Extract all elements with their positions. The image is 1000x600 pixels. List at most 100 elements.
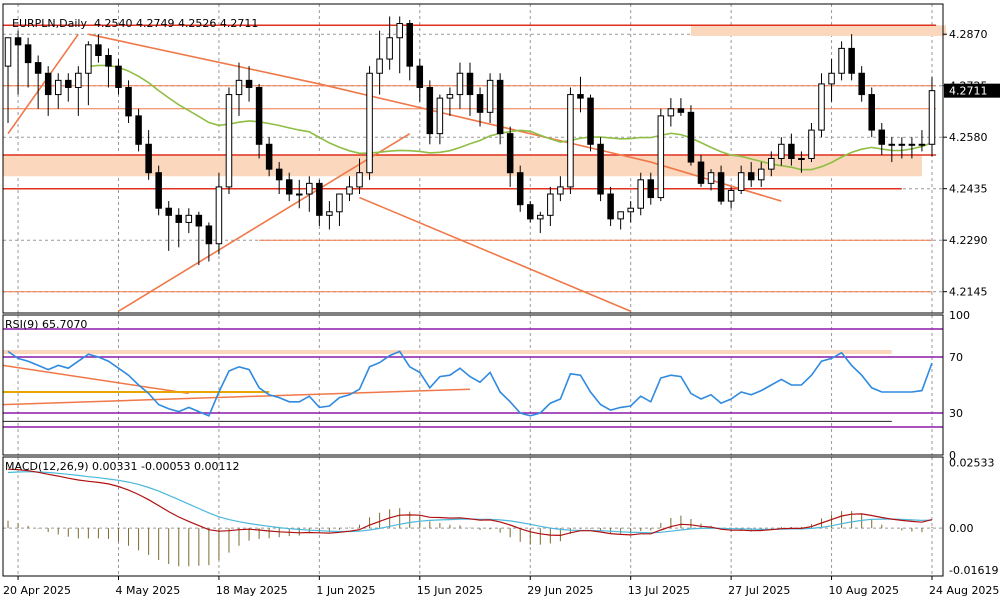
rsi-line[interactable] (7, 350, 933, 417)
candle[interactable] (326, 201, 333, 230)
candle[interactable] (316, 179, 323, 226)
candle[interactable] (607, 186, 614, 226)
candle[interactable] (195, 211, 203, 266)
candle[interactable] (577, 76, 584, 113)
candle[interactable] (275, 162, 283, 195)
candle[interactable] (416, 59, 424, 102)
candle[interactable] (828, 59, 835, 102)
candle[interactable] (747, 162, 755, 187)
candle-body (195, 214, 203, 227)
candle[interactable] (376, 30, 383, 95)
candle[interactable] (757, 162, 765, 187)
candle[interactable] (44, 66, 52, 116)
candle[interactable] (356, 158, 363, 195)
candle[interactable] (155, 165, 162, 216)
candle[interactable] (245, 66, 253, 102)
candle[interactable] (34, 55, 42, 109)
candle[interactable] (778, 137, 785, 166)
candle[interactable] (707, 169, 715, 191)
candle[interactable] (225, 87, 233, 195)
candle[interactable] (597, 137, 604, 202)
candle[interactable] (667, 98, 675, 127)
candle[interactable] (145, 130, 152, 180)
candle[interactable] (727, 186, 735, 209)
candle[interactable] (54, 73, 62, 109)
candle[interactable] (346, 176, 353, 202)
candle[interactable] (818, 73, 825, 138)
candle[interactable] (446, 87, 454, 116)
candle[interactable] (466, 62, 474, 116)
candle[interactable] (617, 211, 624, 230)
candle[interactable] (627, 201, 634, 223)
candle-body (285, 179, 293, 195)
candle[interactable] (908, 137, 916, 159)
candle[interactable] (366, 66, 373, 180)
candle[interactable] (135, 108, 142, 152)
candle[interactable] (526, 201, 534, 223)
candle[interactable] (75, 66, 82, 116)
candle[interactable] (687, 105, 695, 166)
candle[interactable] (65, 73, 72, 102)
rsi-panel[interactable] (2, 328, 943, 428)
candle[interactable] (858, 66, 865, 102)
candle[interactable] (537, 211, 544, 234)
candle[interactable] (255, 83, 263, 159)
candle[interactable] (888, 137, 896, 163)
candle[interactable] (868, 87, 875, 138)
macd-panel[interactable] (7, 468, 933, 567)
candle[interactable] (105, 48, 112, 88)
candle[interactable] (4, 37, 12, 123)
candle[interactable] (265, 137, 273, 177)
candle[interactable] (336, 193, 343, 226)
candle[interactable] (85, 41, 92, 106)
candle[interactable] (406, 19, 414, 81)
candle[interactable] (215, 172, 223, 255)
candle[interactable] (436, 94, 444, 145)
candle[interactable] (506, 126, 514, 187)
candle[interactable] (486, 73, 494, 123)
candle[interactable] (185, 208, 193, 234)
candle[interactable] (496, 73, 504, 145)
candle[interactable] (788, 133, 795, 166)
candle[interactable] (386, 16, 393, 70)
candle[interactable] (928, 77, 936, 157)
candle[interactable] (768, 151, 775, 177)
candle[interactable] (24, 37, 32, 88)
candle[interactable] (95, 34, 102, 63)
candle[interactable] (175, 208, 183, 248)
candle[interactable] (567, 87, 574, 195)
candle[interactable] (396, 16, 403, 74)
candle[interactable] (115, 59, 122, 95)
candle[interactable] (697, 154, 705, 187)
candle[interactable] (587, 94, 594, 152)
candle[interactable] (798, 151, 805, 173)
candle[interactable] (717, 165, 725, 205)
candle[interactable] (547, 186, 554, 226)
candle[interactable] (898, 137, 906, 159)
candle[interactable] (657, 108, 665, 202)
candle[interactable] (677, 98, 685, 116)
candle[interactable] (426, 80, 434, 145)
candle[interactable] (848, 34, 855, 81)
candle[interactable] (637, 172, 644, 216)
candle[interactable] (878, 122, 886, 155)
candle[interactable] (14, 30, 22, 95)
candle[interactable] (838, 41, 845, 81)
candle[interactable] (235, 62, 243, 116)
candle[interactable] (456, 62, 464, 109)
candle[interactable] (647, 172, 655, 205)
candle[interactable] (808, 122, 815, 163)
candle[interactable] (296, 179, 303, 209)
candlesticks[interactable] (4, 16, 936, 266)
candle[interactable] (125, 80, 132, 123)
candle[interactable] (285, 172, 293, 202)
candle[interactable] (737, 165, 745, 195)
candle[interactable] (516, 165, 524, 212)
candle[interactable] (918, 130, 926, 152)
candle[interactable] (557, 176, 564, 202)
candle[interactable] (205, 222, 213, 262)
candle[interactable] (306, 176, 313, 212)
candle[interactable] (165, 201, 172, 251)
candle[interactable] (476, 87, 484, 127)
